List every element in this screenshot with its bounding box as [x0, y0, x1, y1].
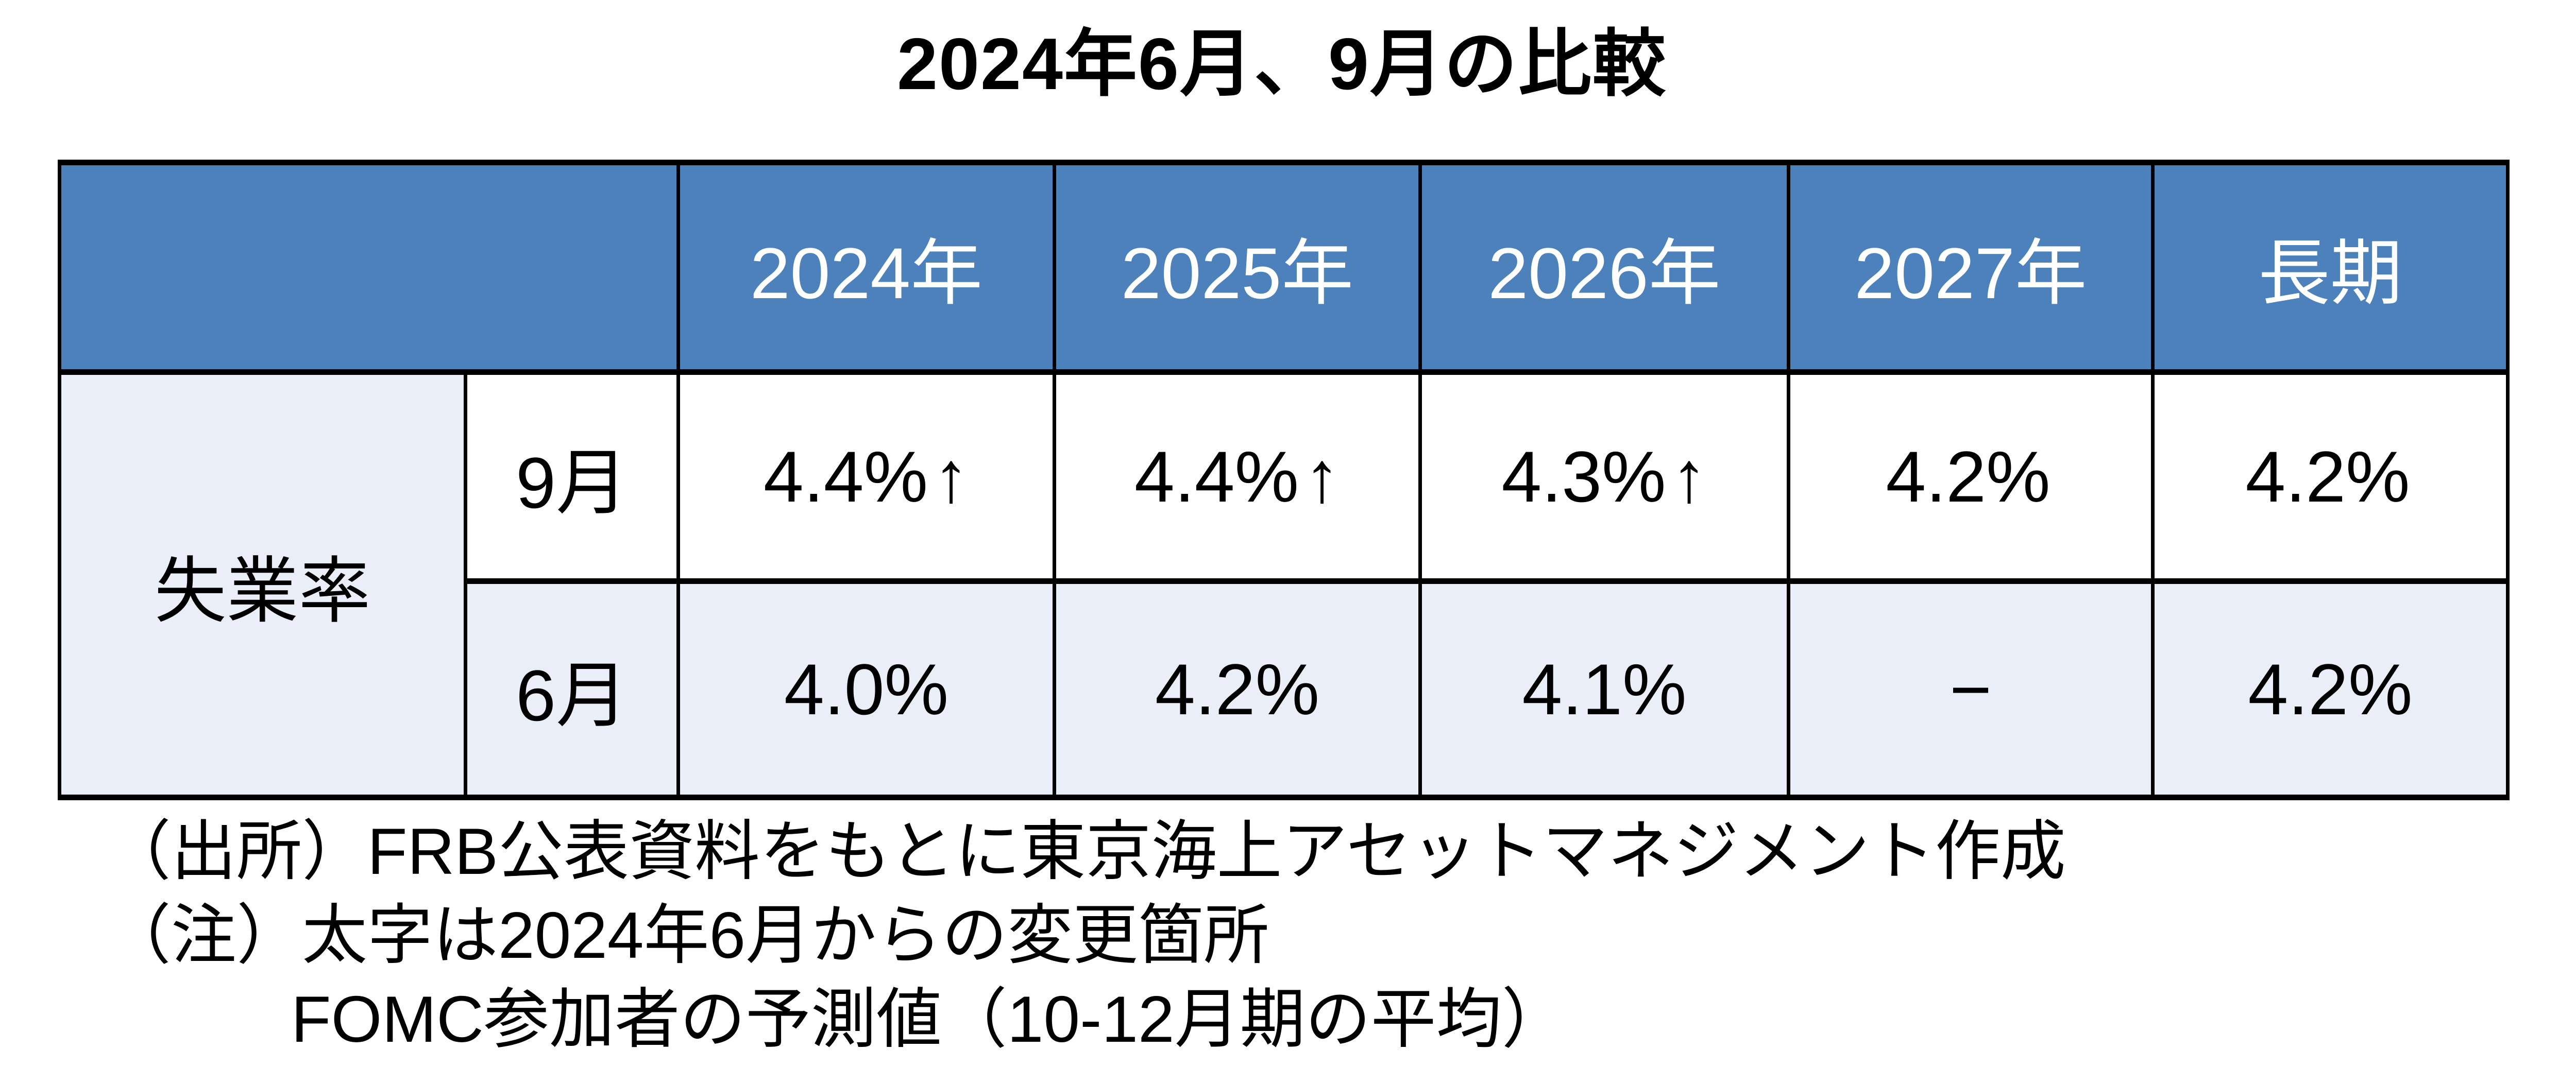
value-text: −: [1950, 648, 1992, 730]
value-text: 4.3%: [1501, 436, 1666, 517]
col-header-2025: 2025年: [1053, 160, 1422, 375]
value-text: 4.2%: [2248, 648, 2413, 730]
value-text: 4.4%: [763, 436, 928, 517]
footnotes: （出所）FRB公表資料をもとに東京海上アセットマネジメント作成 （注）太字は20…: [106, 810, 2066, 1061]
value-cell-jun-long-term: 4.2%: [2151, 578, 2510, 800]
value-text: 4.4%: [1134, 436, 1299, 517]
value-text: 4.2%: [2245, 436, 2410, 517]
comparison-table: 2024年 2025年 2026年 2027年 長期 失業率 9月 4.4%↑ …: [58, 160, 2510, 800]
table-header-row: 2024年 2025年 2026年 2027年 長期: [58, 160, 2510, 375]
col-header-2027: 2027年: [1787, 160, 2155, 375]
up-arrow-icon: ↑: [1671, 436, 1707, 517]
value-cell-jun-2026: 4.1%: [1418, 578, 1790, 800]
value-cell-sep-2026: 4.3%↑: [1418, 369, 1790, 584]
note-source: （出所）FRB公表資料をもとに東京海上アセットマネジメント作成: [106, 815, 2066, 888]
month-cell-june: 6月: [464, 578, 680, 800]
up-arrow-icon: ↑: [933, 436, 970, 517]
page-title: 2024年6月、9月の比較: [897, 23, 1667, 105]
value-cell-jun-2025: 4.2%: [1053, 578, 1422, 800]
value-cell-jun-2024: 4.0%: [676, 578, 1056, 800]
corner-cell: [58, 160, 680, 375]
month-cell-september: 9月: [464, 369, 680, 584]
note-fomc-forecast: FOMC参加者の予測値（10-12月期の平均）: [291, 983, 1567, 1056]
value-text: 4.2%: [1886, 436, 2050, 517]
row-september: 失業率 9月 4.4%↑ 4.4%↑ 4.3%↑ 4.2% 4.2%: [58, 369, 2510, 800]
value-text: 4.1%: [1522, 648, 1687, 730]
value-cell-jun-2027: −: [1787, 578, 2155, 800]
metric-label-unemployment: 失業率: [58, 369, 467, 800]
up-arrow-icon: ↑: [1304, 436, 1341, 517]
value-cell-sep-long-term: 4.2%: [2151, 369, 2510, 584]
col-header-long-term: 長期: [2151, 160, 2510, 375]
value-text: 4.2%: [1155, 648, 1320, 730]
value-text: 4.0%: [784, 648, 949, 730]
row-june: 6月 4.0% 4.2% 4.1% − 4.2%: [60, 578, 2510, 800]
col-header-2024: 2024年: [676, 160, 1056, 375]
value-cell-sep-2027: 4.2%: [1787, 369, 2155, 584]
value-cell-sep-2024: 4.4%↑: [676, 369, 1056, 584]
col-header-2026: 2026年: [1418, 160, 1790, 375]
note-bold-legend: （注）太字は2024年6月からの変更箇所: [106, 899, 1269, 972]
value-cell-sep-2025: 4.4%↑: [1053, 369, 1422, 584]
